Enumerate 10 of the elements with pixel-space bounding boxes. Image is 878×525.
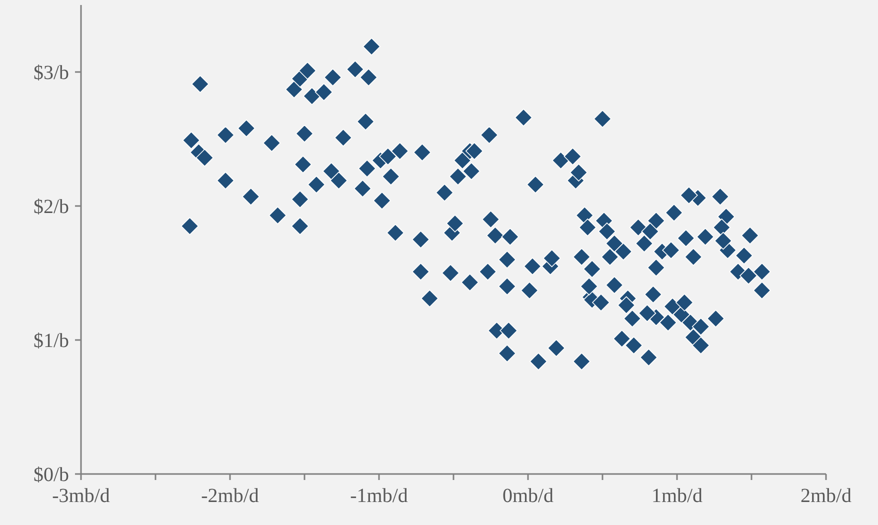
x-tick-label: -3mb/d <box>52 485 110 507</box>
x-tick-label: -1mb/d <box>350 485 408 507</box>
x-tick-label: 0mb/d <box>502 485 554 507</box>
x-tick-label: -2mb/d <box>201 485 259 507</box>
y-tick-label: $3/b <box>33 62 69 84</box>
y-tick-label: $0/b <box>33 464 69 486</box>
y-tick-label: $2/b <box>33 196 69 218</box>
y-tick-label: $1/b <box>33 330 69 352</box>
x-tick-label: 2mb/d <box>800 485 852 507</box>
x-tick-label: 1mb/d <box>651 485 703 507</box>
